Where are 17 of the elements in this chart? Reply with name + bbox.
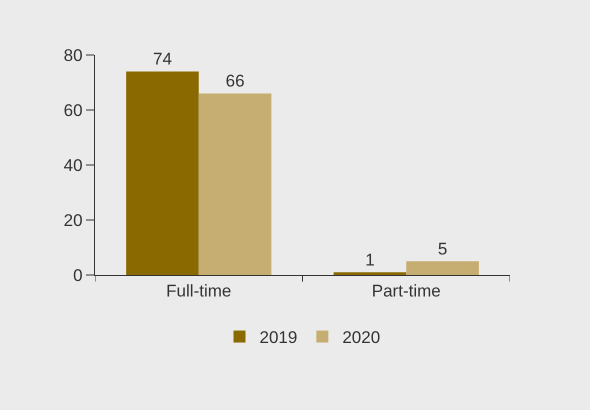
y-tick-label: 80 <box>64 46 83 65</box>
data-label: 5 <box>438 239 448 258</box>
x-tick-label: Part-time <box>372 281 441 300</box>
y-tick-label: 20 <box>64 210 83 230</box>
data-label: 66 <box>226 72 245 90</box>
data-label: 74 <box>152 50 172 68</box>
bar <box>406 261 479 275</box>
x-tick-label: Full-time <box>166 281 232 300</box>
y-tick-label: 60 <box>64 100 83 120</box>
y-tick-label: 0 <box>73 266 83 285</box>
legend-label: 2020 <box>342 328 380 348</box>
data-label: 1 <box>365 250 375 270</box>
bar <box>126 72 199 275</box>
y-tick-label: 40 <box>64 156 83 175</box>
bar <box>198 94 272 275</box>
bar <box>334 272 406 275</box>
legend-label: 2019 <box>260 328 298 348</box>
